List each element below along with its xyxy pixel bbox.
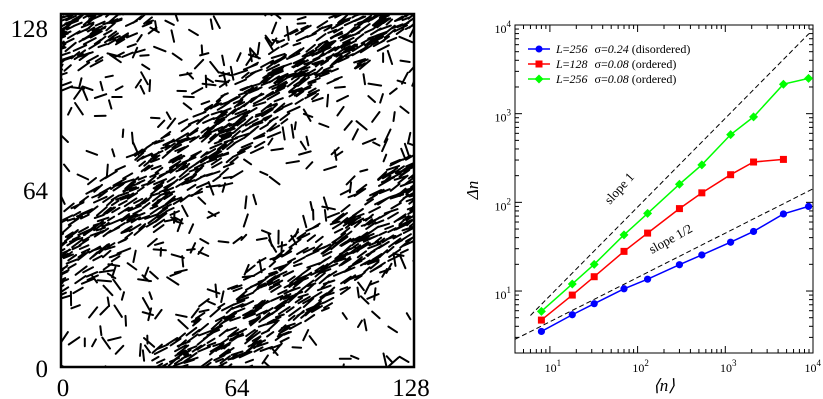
fluctuation-chart: 101 102 103 104 101 102 103 104 slope 1 slope 1… [463, 19, 822, 395]
snapshot-y-tick-mid: 64 [23, 178, 49, 205]
data-point [568, 311, 576, 319]
chart-ticks: 101 102 103 104 101 102 103 104 [495, 19, 822, 375]
data-point [620, 247, 628, 255]
slope-1-label: slope 1 [601, 169, 637, 207]
rod-particle-field [61, 14, 414, 367]
data-point [749, 112, 759, 122]
data-point [567, 279, 577, 289]
y-tick-label: 102 [495, 196, 512, 213]
data-point [643, 208, 653, 218]
legend-label-blue: L=256 σ=0.24 (disordered) [555, 42, 690, 56]
y-tick-label: 104 [495, 19, 512, 36]
data-point [590, 300, 598, 308]
x-tick-label: 103 [720, 358, 737, 375]
data-point [804, 73, 814, 83]
x-axis-label: ⟨n⟩ [653, 376, 675, 395]
snapshot-y-tick-top: 128 [11, 16, 49, 43]
data-point [619, 230, 629, 240]
x-tick-label: 102 [632, 358, 649, 375]
legend-label-red: L=128 σ=0.08 (ordered) [555, 57, 676, 71]
data-point [804, 202, 813, 211]
data-point [589, 259, 599, 269]
data-point [749, 227, 758, 236]
snapshot-frame [59, 12, 416, 369]
legend-marker-square [535, 60, 543, 68]
data-point [675, 261, 684, 269]
data-point [697, 160, 707, 170]
snapshot-x-tick-mid: 64 [225, 375, 251, 399]
data-point [698, 189, 706, 197]
y-tick-label: 103 [495, 108, 512, 125]
legend-marker-diamond [534, 74, 544, 84]
data-point [778, 79, 788, 89]
data-point [727, 238, 735, 246]
reference-lines [514, 33, 814, 340]
data-point [537, 327, 546, 336]
data-point [727, 171, 735, 179]
legend-entry-green: L=256 σ=0.08 (ordered) [528, 72, 676, 86]
snapshot-x-tick-right: 128 [392, 375, 430, 399]
data-point [750, 158, 758, 166]
slope-1-reference-line [530, 33, 810, 316]
data-point [644, 229, 652, 237]
data-point [675, 205, 683, 213]
data-point [568, 291, 576, 299]
data-point [537, 316, 545, 324]
rod-particles [61, 14, 414, 367]
series-layer [536, 73, 814, 336]
data-point [643, 275, 652, 283]
legend-entry-red: L=128 σ=0.08 (ordered) [528, 57, 676, 71]
data-point [779, 155, 787, 163]
y-tick-label: 101 [495, 285, 512, 302]
x-tick-label: 104 [805, 358, 822, 375]
chart-legend: L=256 σ=0.24 (disordered) L=128 σ=0.08 (or… [528, 42, 690, 86]
snapshot-x-tick-left: 0 [57, 375, 70, 399]
x-tick-label: 101 [545, 358, 562, 375]
y-axis-label: Δn [463, 181, 482, 200]
legend-entry-blue: L=256 σ=0.24 (disordered) [528, 42, 690, 56]
series-line-2 [540, 77, 809, 312]
data-point [590, 273, 598, 281]
data-point [620, 285, 628, 293]
legend-label-green: L=256 σ=0.08 (ordered) [555, 72, 676, 86]
series-line-1 [540, 158, 784, 321]
data-point [779, 210, 788, 218]
snapshot-y-tick-bottom: 0 [36, 356, 49, 383]
legend-marker-circle [535, 45, 543, 53]
slope-half-label: slope 1/2 [646, 221, 695, 257]
particle-snapshot-panel: 128 64 0 0 64 128 [11, 12, 430, 399]
data-point [674, 179, 684, 189]
data-point [698, 251, 706, 259]
data-point [536, 306, 546, 316]
series-line-0 [541, 205, 809, 333]
slope-half-reference-line [514, 188, 814, 340]
data-point [726, 130, 736, 140]
